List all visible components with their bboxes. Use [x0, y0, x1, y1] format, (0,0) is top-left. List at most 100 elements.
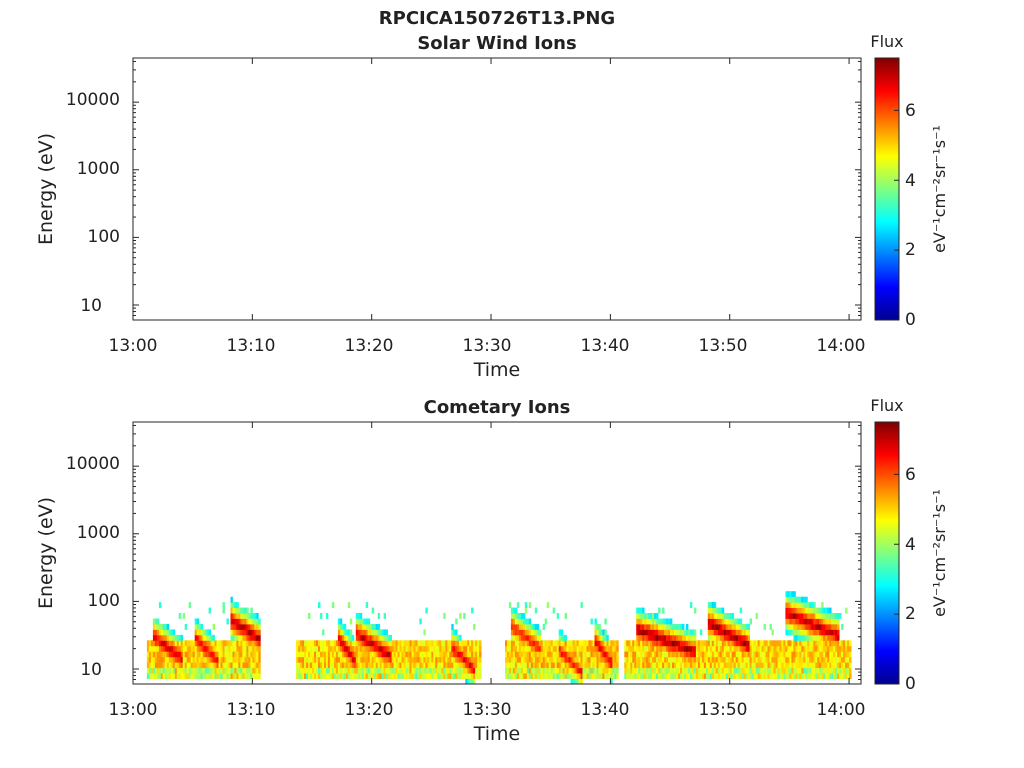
- heatmap-cell: [731, 618, 735, 625]
- heatmap-cell: [725, 629, 729, 636]
- heatmap-cell: [467, 667, 470, 674]
- heatmap-cell: [795, 656, 798, 663]
- heatmap-cell: [190, 673, 194, 679]
- heatmap-cell: [469, 678, 472, 685]
- heatmap-cell: [206, 651, 209, 658]
- heatmap-cell: [150, 662, 154, 669]
- heatmap-cell: [226, 662, 229, 669]
- heatmap-cell: [399, 673, 402, 679]
- heatmap-cell: [640, 673, 643, 679]
- heatmap-cell: [624, 656, 627, 663]
- heatmap-cell: [761, 673, 764, 679]
- heatmap-cell: [544, 645, 548, 652]
- heatmap-cell: [610, 673, 613, 679]
- heatmap-cell: [709, 667, 713, 674]
- heatmap-cell: [238, 656, 241, 663]
- heatmap-cell: [765, 667, 768, 674]
- heatmap-cell: [713, 602, 717, 608]
- heatmap-cell: [644, 629, 647, 636]
- heatmap-cell: [811, 629, 814, 636]
- heatmap-cell: [534, 656, 538, 663]
- heatmap-cell: [747, 656, 750, 663]
- heatmap-cell: [634, 656, 637, 663]
- heatmap-cell: [588, 667, 591, 674]
- heatmap-cell: [731, 629, 735, 636]
- heatmap-cell: [652, 673, 655, 679]
- heatmap-cell: [763, 673, 766, 679]
- heatmap-cell: [252, 640, 255, 647]
- heatmap-cell: [658, 656, 661, 663]
- heatmap-cell: [717, 656, 721, 663]
- heatmap-cell: [520, 634, 524, 641]
- heatmap-cell: [522, 662, 526, 669]
- heatmap-cell: [847, 640, 850, 647]
- heatmap-cell: [160, 667, 164, 674]
- heatmap-cell: [636, 634, 639, 641]
- heatmap-cell: [196, 618, 200, 625]
- heatmap-cell: [829, 662, 832, 669]
- heatmap-cell: [725, 613, 729, 619]
- heatmap-cell: [833, 618, 836, 625]
- x-tick-label: 13:00: [109, 700, 158, 720]
- heatmap-cell: [419, 640, 422, 647]
- heatmap-cell: [250, 607, 253, 614]
- heatmap-cell: [753, 673, 756, 679]
- heatmap-cell: [425, 651, 428, 658]
- heatmap-cell: [713, 645, 717, 652]
- heatmap-cell: [160, 645, 164, 652]
- heatmap-cell: [363, 645, 367, 652]
- heatmap-cell: [170, 645, 174, 652]
- heatmap-cell: [451, 662, 454, 669]
- heatmap-cell: [602, 667, 605, 674]
- heatmap-cell: [170, 667, 174, 674]
- heatmap-cell: [636, 645, 639, 652]
- heatmap-cell: [668, 624, 671, 630]
- heatmap-cell: [357, 667, 361, 674]
- heatmap-cell: [805, 607, 808, 614]
- heatmap-cell: [558, 667, 562, 674]
- heatmap-cell: [662, 651, 665, 658]
- heatmap-cell: [747, 629, 750, 636]
- heatmap-cell: [445, 667, 448, 674]
- heatmap-cell: [715, 640, 719, 647]
- heatmap-cell: [218, 645, 221, 652]
- heatmap-cell: [325, 667, 329, 674]
- heatmap-cell: [385, 662, 388, 669]
- heatmap-cell: [200, 624, 203, 630]
- heatmap-cell: [570, 662, 573, 669]
- heatmap-cell: [807, 624, 810, 630]
- heatmap-cell: [357, 640, 361, 647]
- heatmap-cell: [699, 651, 703, 658]
- heatmap-cell: [684, 645, 687, 652]
- heatmap-cell: [789, 651, 792, 658]
- heatmap-cell: [252, 673, 255, 679]
- heatmap-cell: [316, 667, 319, 674]
- heatmap-cell: [224, 656, 227, 663]
- heatmap-cell: [542, 673, 546, 679]
- heatmap-cell: [757, 656, 760, 663]
- heatmap-cell: [707, 656, 711, 663]
- heatmap-cell: [343, 624, 347, 630]
- heatmap-cell: [837, 624, 840, 630]
- heatmap-cell: [365, 629, 369, 636]
- heatmap-cell: [709, 613, 713, 619]
- heatmap-cell: [819, 624, 822, 630]
- heatmap-cell: [638, 645, 641, 652]
- heatmap-cell: [168, 629, 172, 636]
- heatmap-cell: [397, 651, 400, 658]
- heatmap-cell: [381, 656, 384, 663]
- heatmap-cell: [821, 662, 824, 669]
- heatmap-cell: [417, 656, 420, 663]
- heatmap-cell: [510, 624, 514, 630]
- heatmap-cell: [833, 629, 836, 636]
- heatmap-cell: [304, 673, 307, 679]
- heatmap-cell: [628, 645, 631, 652]
- heatmap-cell: [204, 656, 207, 663]
- heatmap-cell: [365, 624, 369, 630]
- heatmap-cell: [162, 662, 166, 669]
- heatmap-cell: [564, 651, 567, 658]
- heatmap-cell: [471, 662, 474, 669]
- heatmap-cell: [570, 656, 573, 663]
- heatmap-cell: [596, 645, 599, 652]
- heatmap-cell: [747, 645, 750, 652]
